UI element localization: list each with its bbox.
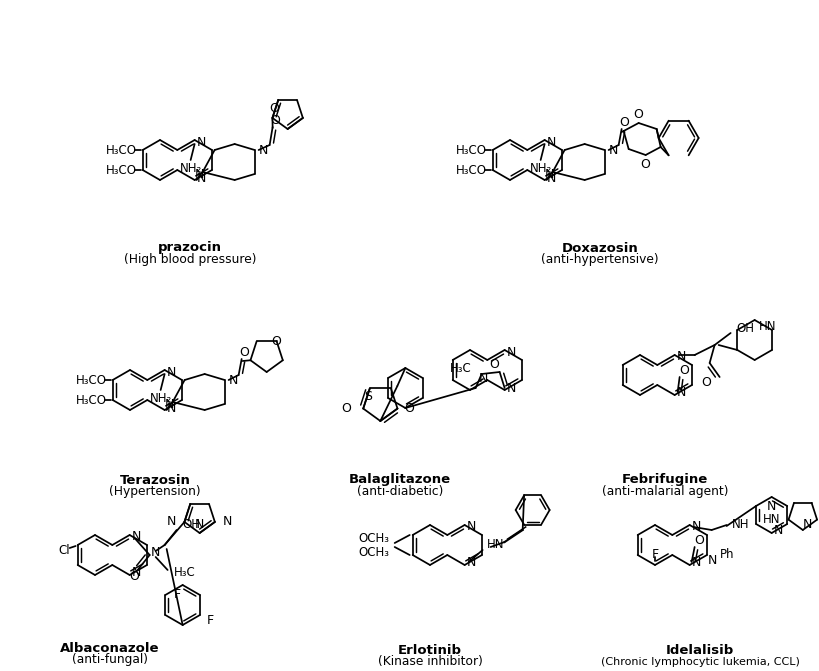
Text: H₃CO: H₃CO xyxy=(455,144,486,156)
Text: NH₂: NH₂ xyxy=(149,393,171,405)
Text: (anti-hypertensive): (anti-hypertensive) xyxy=(541,254,658,266)
Text: O: O xyxy=(341,402,351,415)
Text: N: N xyxy=(506,346,515,358)
Text: N: N xyxy=(690,556,700,570)
Text: N: N xyxy=(676,350,686,364)
Text: H₃C: H₃C xyxy=(450,362,471,376)
Text: N: N xyxy=(466,556,476,570)
Text: N: N xyxy=(608,144,618,156)
Text: Doxazosin: Doxazosin xyxy=(561,242,638,254)
Text: O: O xyxy=(404,402,414,415)
Text: N: N xyxy=(258,144,268,156)
Text: HN: HN xyxy=(762,513,780,526)
Text: H₃CO: H₃CO xyxy=(75,374,106,386)
Text: N: N xyxy=(132,566,141,580)
Text: N: N xyxy=(151,546,161,560)
Text: N: N xyxy=(165,399,174,411)
Text: N: N xyxy=(197,136,206,148)
Text: N: N xyxy=(223,515,232,529)
Text: N: N xyxy=(197,172,206,185)
Text: N: N xyxy=(545,168,554,181)
Text: O: O xyxy=(239,346,249,360)
Text: O: O xyxy=(271,335,281,348)
Text: N: N xyxy=(690,521,700,533)
Text: NH₂: NH₂ xyxy=(179,162,201,176)
Text: F: F xyxy=(650,548,658,562)
Text: Erlotinib: Erlotinib xyxy=(397,643,461,656)
Text: HN: HN xyxy=(758,319,776,333)
Text: Cl: Cl xyxy=(58,544,70,556)
Text: H₃C: H₃C xyxy=(174,566,195,580)
Text: N: N xyxy=(195,168,204,181)
Text: H₃CO: H₃CO xyxy=(106,144,137,156)
Text: Ph: Ph xyxy=(719,548,733,562)
Text: F: F xyxy=(174,588,181,601)
Text: H₃CO: H₃CO xyxy=(75,393,106,407)
Text: N: N xyxy=(772,523,782,537)
Text: (anti-fungal): (anti-fungal) xyxy=(72,654,147,666)
Text: N: N xyxy=(166,401,176,415)
Text: NH₂: NH₂ xyxy=(529,162,551,176)
Text: N: N xyxy=(229,374,238,386)
Text: O: O xyxy=(270,115,280,127)
Text: (Chronic lymphocytic lukemia, CCL): (Chronic lymphocytic lukemia, CCL) xyxy=(600,657,799,667)
Text: OH: OH xyxy=(735,323,753,336)
Text: H₃CO: H₃CO xyxy=(106,164,137,176)
Text: O: O xyxy=(640,158,649,172)
Text: Idelalisib: Idelalisib xyxy=(665,643,733,656)
Text: (anti-diabetic): (anti-diabetic) xyxy=(356,486,442,499)
Text: O: O xyxy=(694,533,704,546)
Text: O: O xyxy=(701,376,711,389)
Text: OCH₃: OCH₃ xyxy=(358,531,389,544)
Text: Febrifugine: Febrifugine xyxy=(621,474,708,486)
Text: Albaconazole: Albaconazole xyxy=(60,641,160,654)
Text: (Kinase inhibitor): (Kinase inhibitor) xyxy=(377,656,482,668)
Text: Balaglitazone: Balaglitazone xyxy=(349,474,450,486)
Text: O: O xyxy=(619,117,629,130)
Text: O: O xyxy=(633,109,643,121)
Text: N: N xyxy=(195,519,204,531)
Text: O: O xyxy=(129,570,139,584)
Text: (anti-malarial agent): (anti-malarial agent) xyxy=(601,486,727,499)
Text: (High blood pressure): (High blood pressure) xyxy=(124,254,256,266)
Text: HN: HN xyxy=(486,539,504,552)
Text: S: S xyxy=(364,390,371,403)
Text: N: N xyxy=(546,136,555,148)
Text: prazocin: prazocin xyxy=(158,242,222,254)
Text: N: N xyxy=(707,554,716,568)
Text: N: N xyxy=(466,521,476,533)
Text: N: N xyxy=(167,515,176,529)
Text: (Hypertension): (Hypertension) xyxy=(109,486,201,499)
Text: N: N xyxy=(546,172,555,185)
Text: O: O xyxy=(269,101,278,115)
Text: Terazosin: Terazosin xyxy=(120,474,190,486)
Text: N: N xyxy=(802,519,812,531)
Text: OCH₃: OCH₃ xyxy=(358,546,389,558)
Text: O: O xyxy=(679,364,689,376)
Text: F: F xyxy=(206,613,213,627)
Text: N: N xyxy=(766,501,776,513)
Text: N: N xyxy=(166,366,176,378)
Text: O: O xyxy=(489,358,499,370)
Text: NH: NH xyxy=(731,519,749,531)
Text: OH: OH xyxy=(183,519,201,531)
Text: N: N xyxy=(506,382,515,395)
Text: H₃CO: H₃CO xyxy=(455,164,486,176)
Text: N: N xyxy=(676,386,686,399)
Text: N: N xyxy=(132,531,141,544)
Text: N: N xyxy=(478,372,488,384)
